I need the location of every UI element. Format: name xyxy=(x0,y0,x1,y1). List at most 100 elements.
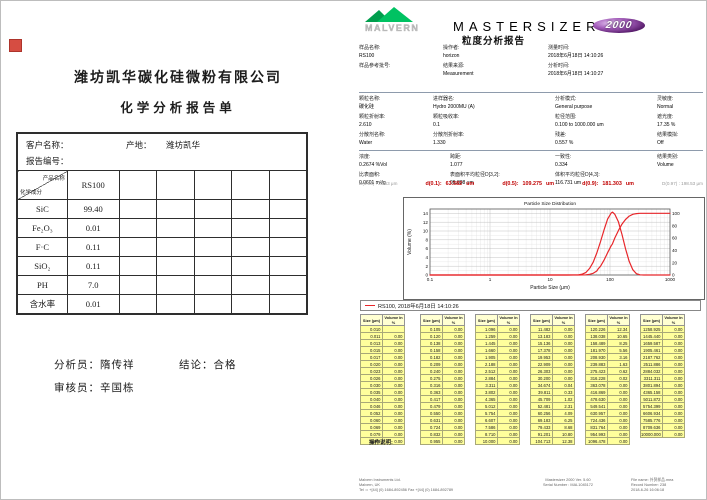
size-table-column-2: Size (µm) Volume In % 0.105 0.00 0.120 0.00 0.… xyxy=(420,314,465,445)
size-cell: 1659.587 xyxy=(640,339,663,347)
size-cell: 0.030 xyxy=(360,381,383,389)
size-row: 0.020 0.00 xyxy=(360,360,405,368)
size-row: 478.630 0.00 xyxy=(585,395,630,403)
empty-cell xyxy=(193,218,233,238)
divider xyxy=(359,150,703,151)
malvern-logo: MALVERN xyxy=(361,6,433,34)
size-row: 8709.636 0.00 xyxy=(640,423,685,431)
volume-cell: 0.00 xyxy=(442,325,465,333)
size-row: 208.930 3.16 xyxy=(585,353,630,361)
size-row: 1659.587 0.00 xyxy=(640,339,685,347)
size-row: 5754.399 0.00 xyxy=(640,402,685,410)
particle-size-distribution-chart: 0 2 4 6 8 10 12 14 0 20 40 60 80 100 0.1 1 10 100 1000 Part… xyxy=(403,197,705,300)
size-row: 363.078 0.00 xyxy=(585,381,630,389)
volume-cell: 4.09 xyxy=(552,409,575,417)
svg-text:8: 8 xyxy=(425,237,428,242)
svg-text:0.1: 0.1 xyxy=(427,277,434,282)
sample-ref-label: 样品参考批号: xyxy=(359,63,391,70)
size-row: 1445.440 0.00 xyxy=(640,332,685,340)
volume-cell: 0.00 xyxy=(382,353,405,361)
d90-value: 181.303 xyxy=(602,181,622,187)
size-row: 0.105 0.00 xyxy=(420,325,465,333)
component-value: 0.01 xyxy=(66,294,120,315)
size-row: 0.832 0.00 xyxy=(420,430,465,438)
svg-text:20: 20 xyxy=(672,260,678,265)
table-header-cell: 客户名称： 报告编号： 产地： 潍坊凯华 xyxy=(16,132,308,171)
size-cell: 239.883 xyxy=(585,360,608,368)
size-cell: 0.010 xyxy=(360,325,383,333)
volume-cell: 10.80 xyxy=(552,430,575,438)
size-cell: 0.020 xyxy=(360,360,383,368)
size-row: 0.316 0.00 xyxy=(420,381,465,389)
size-row: 0.138 0.00 xyxy=(420,339,465,347)
svg-text:100: 100 xyxy=(606,277,614,282)
empty-cell xyxy=(231,275,270,295)
volume-cell: 0.00 xyxy=(607,395,630,403)
size-cell: 1.445 xyxy=(475,339,498,347)
svg-text:1: 1 xyxy=(489,277,492,282)
volume-cell: 0.00 xyxy=(497,339,520,347)
volume-cell: 0.00 xyxy=(497,437,520,445)
operator-label: 操作者: xyxy=(443,45,460,51)
measured-time-value: 2018年6月18日 14:10:26 xyxy=(548,52,604,59)
size-table-column-6: Size (µm) Volume In % 1258.925 0.00 1445.440… xyxy=(640,314,685,438)
dispersant-ri-value: 1.330 xyxy=(433,139,446,146)
volume-cell xyxy=(382,325,405,333)
empty-cell xyxy=(156,237,195,257)
size-row: 2511.886 0.00 xyxy=(640,360,685,368)
d10-unit: um xyxy=(466,181,475,187)
size-cell: 0.363 xyxy=(420,388,443,396)
size-row: 13.183 0.00 xyxy=(530,332,575,340)
volume-cell: 0.00 xyxy=(382,374,405,382)
d10-label: d(0.1): xyxy=(425,181,442,187)
volume-cell: 0.00 xyxy=(497,423,520,431)
volume-cell: 0.00 xyxy=(497,409,520,417)
size-row: 4365.158 0.00 xyxy=(640,388,685,396)
svg-text:80: 80 xyxy=(672,223,678,228)
size-row: 19.953 0.00 xyxy=(530,353,575,361)
reviewer-name: 辛国栋 xyxy=(100,383,135,394)
size-table-column-3: Size (µm) Volume In % 1.096 0.00 1.259 0.00 1.… xyxy=(475,314,520,445)
size-cell: 0.158 xyxy=(420,346,443,354)
size-row: 8.710 0.00 xyxy=(475,430,520,438)
absorption-value: 0.1 xyxy=(433,121,440,128)
size-cell: 0.275 xyxy=(420,374,443,382)
size-row: 275.423 0.62 xyxy=(585,367,630,375)
sample-info-block: 样品名称: RS100 样品参考批号: 操作者: horizon 结果来源: M… xyxy=(1,45,706,90)
size-cell: 2.884 xyxy=(475,374,498,382)
size-row: 52.481 2.31 xyxy=(530,402,575,410)
svg-text:0: 0 xyxy=(425,273,428,278)
size-cell: 1905.461 xyxy=(640,346,663,354)
empty-cell xyxy=(193,170,233,200)
svg-text:6: 6 xyxy=(425,246,428,251)
chemical-analysis-table: 客户名称： 报告编号： 产地： 潍坊凯华 产品名称 化学成分 RS100 SiC… xyxy=(16,132,308,315)
size-row: 39.811 0.33 xyxy=(530,388,575,396)
size-range-value: 0.100 to 1000.000 um xyxy=(555,121,604,128)
size-row: 7585.776 0.00 xyxy=(640,416,685,424)
d43-value: 116.731 um xyxy=(555,179,582,186)
size-cell: 0.631 xyxy=(420,416,443,424)
svg-text:Particle Size Distribution: Particle Size Distribution xyxy=(524,201,576,207)
volume-header: Volume In % xyxy=(662,314,685,326)
concentration-label: 浓度: xyxy=(359,154,371,160)
size-cell: 79.433 xyxy=(530,423,553,431)
analyst-name: 隋传祥 xyxy=(100,360,135,371)
size-row: 120.226 12.34 xyxy=(585,325,630,333)
info-col: 结果类别: Volume xyxy=(657,154,678,169)
psd-chart-svg: 0 2 4 6 8 10 12 14 0 20 40 60 80 100 0.1 1 10 100 1000 Part… xyxy=(407,201,680,291)
empty-cell xyxy=(231,256,270,276)
size-cell: 0.832 xyxy=(420,430,443,438)
size-cell: 2187.762 xyxy=(640,353,663,361)
size-row: 22.909 0.00 xyxy=(530,360,575,368)
size-header: Size (µm) xyxy=(420,314,443,326)
volume-cell: 0.00 xyxy=(497,325,520,333)
volume-cell: 2.31 xyxy=(552,402,575,410)
svg-text:10: 10 xyxy=(423,229,429,234)
info-col: 进样器名: Hydro 2000MU (A) 颗粒吸收率: 0.1 分散剂折射率… xyxy=(433,96,475,148)
size-row: 69.183 6.25 xyxy=(530,416,575,424)
component-name: F·C xyxy=(16,237,68,257)
volume-cell: 0.00 xyxy=(552,374,575,382)
volume-cell: 0.00 xyxy=(607,437,630,445)
component-name: 含水率 xyxy=(16,294,68,315)
size-cell: 5754.399 xyxy=(640,402,663,410)
